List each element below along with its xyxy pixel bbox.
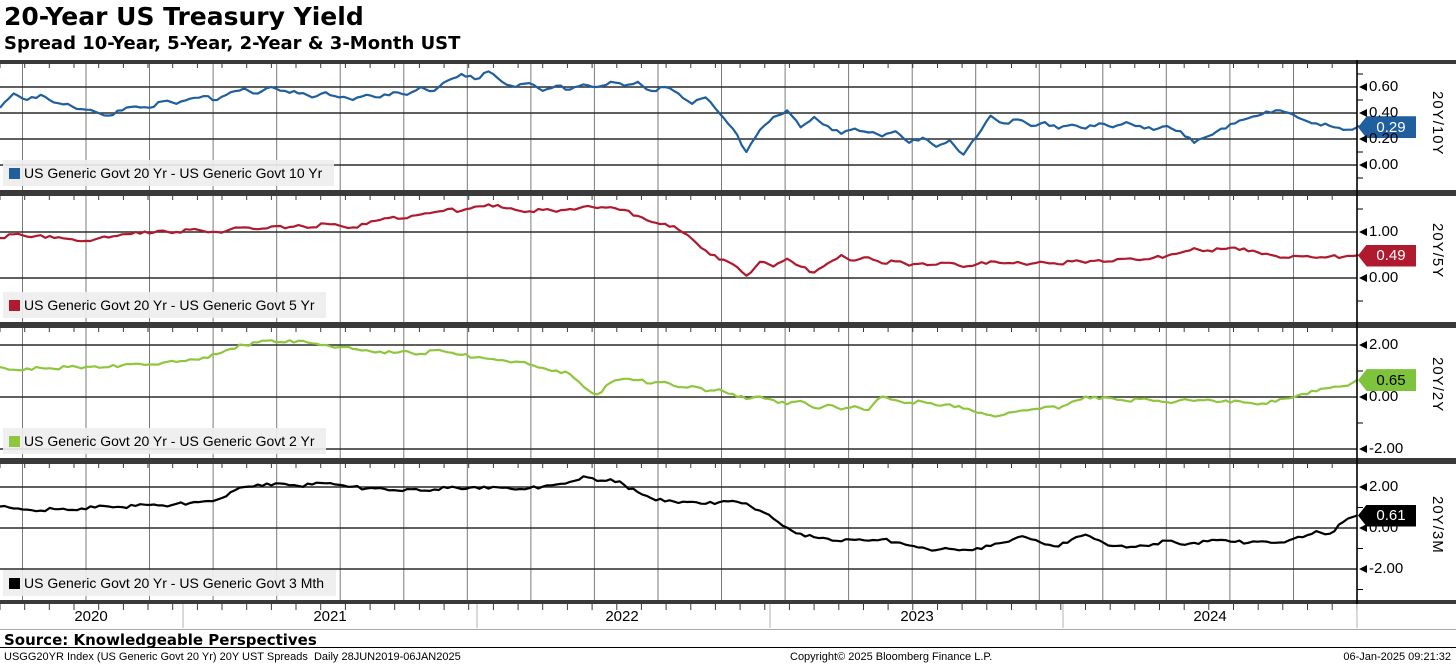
legend-swatch-black-icon: [9, 577, 20, 589]
y-tick-label: 2.00: [1358, 478, 1399, 495]
chart-title: 20-Year US Treasury Yield: [4, 2, 364, 31]
legend-swatch-green-icon: [9, 435, 20, 447]
y-tick-label: 0.60: [1358, 78, 1399, 95]
y-tick-label: -2.00: [1358, 440, 1404, 457]
legend-20y-2y: US Generic Govt 20 Yr - US Generic Govt …: [3, 428, 327, 454]
legend-20y-3m: US Generic Govt 20 Yr - US Generic Govt …: [3, 570, 337, 596]
right-axis-title-20y-10y: 20Y/10Y: [1429, 91, 1446, 156]
right-axis-title-20y-3m: 20Y/3M: [1429, 496, 1446, 554]
legend-label: US Generic Govt 20 Yr - US Generic Govt …: [24, 165, 323, 181]
x-axis-year-label: 2021: [313, 608, 347, 625]
x-axis-year-label: 2020: [74, 608, 108, 625]
index-note: USGG20YR Index (US Generic Govt 20 Yr) 2…: [4, 651, 461, 663]
x-axis-year-label: 2022: [605, 608, 639, 625]
last-value-badge-20y-5y: 0.49: [1358, 244, 1416, 267]
y-tick-label: 0.40: [1358, 104, 1399, 121]
legend-label: US Generic Govt 20 Yr - US Generic Govt …: [24, 297, 315, 313]
y-tick-label: -2.00: [1358, 560, 1404, 577]
y-tick-label: 0.00: [1358, 519, 1399, 536]
y-tick-label: 0.00: [1358, 269, 1399, 286]
last-value-badge-20y-2y: 0.65: [1358, 369, 1416, 392]
last-value-badge-20y-3m: 0.61: [1358, 504, 1416, 527]
y-tick-label: 1.00: [1358, 223, 1399, 240]
y-tick-label: 0.00: [1358, 156, 1399, 173]
timestamp: 06-Jan-2025 09:21:32: [1343, 651, 1451, 663]
x-axis-year-label: 2024: [1193, 608, 1227, 625]
right-axis-title-20y-2y: 20Y/2Y: [1429, 357, 1446, 413]
right-axis-title-20y-5y: 20Y/5Y: [1429, 223, 1446, 279]
legend-swatch-red-icon: [9, 299, 20, 311]
legend-20y-10y: US Generic Govt 20 Yr - US Generic Govt …: [3, 160, 335, 186]
x-axis-year-label: 2023: [900, 608, 934, 625]
legend-swatch-blue-icon: [9, 167, 20, 179]
chart-subtitle: Spread 10-Year, 5-Year, 2-Year & 3-Month…: [4, 33, 461, 54]
legend-20y-5y: US Generic Govt 20 Yr - US Generic Govt …: [3, 292, 327, 318]
last-value-badge-20y-10y: 0.29: [1358, 116, 1416, 139]
copyright-note: Copyright© 2025 Bloomberg Finance L.P.: [790, 651, 993, 663]
legend-label: US Generic Govt 20 Yr - US Generic Govt …: [24, 575, 325, 591]
y-tick-label: 2.00: [1358, 336, 1399, 353]
y-tick-label: 0.20: [1358, 130, 1399, 147]
y-tick-label: 0.00: [1358, 388, 1399, 405]
source-label: Source: Knowledgeable Perspectives: [4, 631, 317, 649]
legend-label: US Generic Govt 20 Yr - US Generic Govt …: [24, 433, 315, 449]
